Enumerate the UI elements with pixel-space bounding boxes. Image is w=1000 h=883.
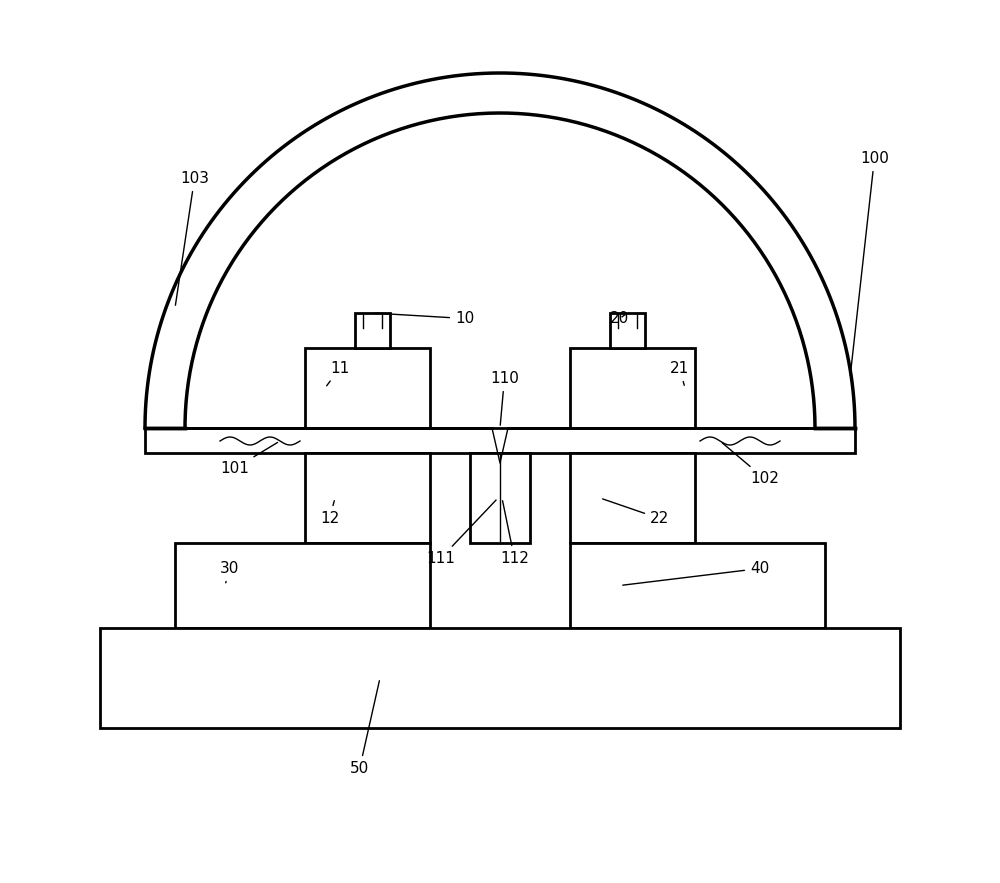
FancyBboxPatch shape [470,453,530,543]
FancyBboxPatch shape [175,543,430,628]
FancyBboxPatch shape [570,348,695,428]
Text: 21: 21 [670,361,689,385]
Text: 112: 112 [500,501,529,566]
FancyBboxPatch shape [145,428,855,453]
FancyBboxPatch shape [305,348,430,428]
Text: 22: 22 [603,499,669,526]
Text: 111: 111 [426,500,496,566]
Text: 103: 103 [175,171,209,306]
FancyBboxPatch shape [570,453,695,543]
FancyBboxPatch shape [305,453,430,543]
Text: 12: 12 [320,501,339,526]
Text: 100: 100 [850,151,889,375]
Text: 40: 40 [623,561,769,585]
Text: 11: 11 [327,361,349,386]
FancyBboxPatch shape [355,313,390,348]
Text: 20: 20 [610,311,629,326]
FancyBboxPatch shape [610,313,645,348]
Text: 30: 30 [220,561,239,583]
FancyBboxPatch shape [100,628,900,728]
Text: 50: 50 [350,681,379,776]
Text: 110: 110 [490,371,519,426]
Text: 101: 101 [220,442,278,476]
Text: 10: 10 [375,311,474,326]
FancyBboxPatch shape [570,543,825,628]
Text: 102: 102 [722,442,779,486]
